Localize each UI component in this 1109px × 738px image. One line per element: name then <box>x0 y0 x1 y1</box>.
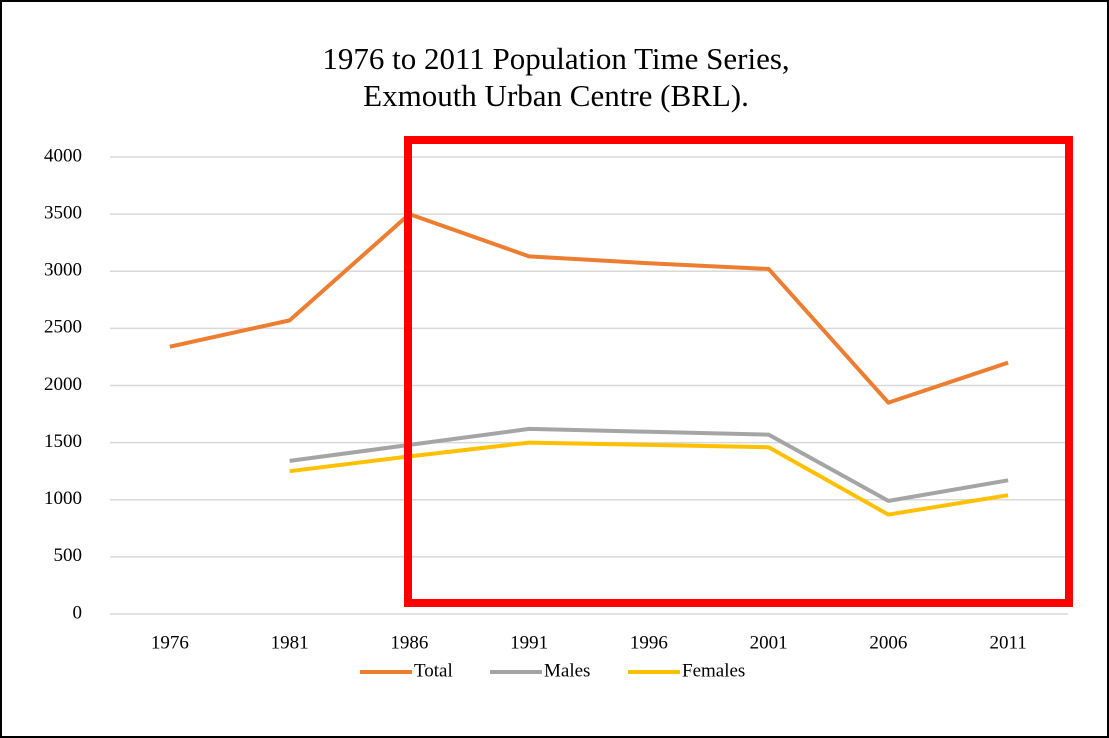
legend: Total Males Females <box>360 660 745 681</box>
x-tick-label: 2001 <box>750 632 788 653</box>
title-group: 1976 to 2011 Population Time Series,Exmo… <box>322 41 789 113</box>
y-tick-label: 3500 <box>44 202 82 223</box>
x-tick-label: 1996 <box>630 632 668 653</box>
y-tick-label: 4000 <box>44 145 82 166</box>
x-tick-label: 1976 <box>151 632 189 653</box>
x-tick-label: 2011 <box>989 632 1026 653</box>
grid: 0 500 1000 1500 2000 2500 3000 3500 4000 1976 1981… <box>44 145 1068 653</box>
x-tick-label: 1981 <box>271 632 309 653</box>
y-tick-label: 500 <box>54 545 83 566</box>
legend-label: Females <box>682 660 745 681</box>
legend-label: Males <box>544 660 590 681</box>
series-line <box>169 212 1009 405</box>
legend-label: Total <box>414 660 453 681</box>
y-tick-label: 2500 <box>44 317 82 338</box>
x-tick-label: 1991 <box>510 632 548 653</box>
highlight-box <box>404 136 1073 607</box>
y-tick-label: 3000 <box>44 260 82 281</box>
chart-title: 1976 to 2011 Population Time Series, <box>322 41 789 76</box>
y-tick-label: 1000 <box>44 488 82 509</box>
y-tick-label: 0 <box>73 602 83 623</box>
y-tick-label: 2000 <box>44 374 82 395</box>
y-tick-label: 1500 <box>44 431 82 452</box>
x-tick-label: 2006 <box>869 632 907 653</box>
x-tick-label: 1986 <box>390 632 428 653</box>
chart-title: Exmouth Urban Centre (BRL). <box>363 78 749 113</box>
